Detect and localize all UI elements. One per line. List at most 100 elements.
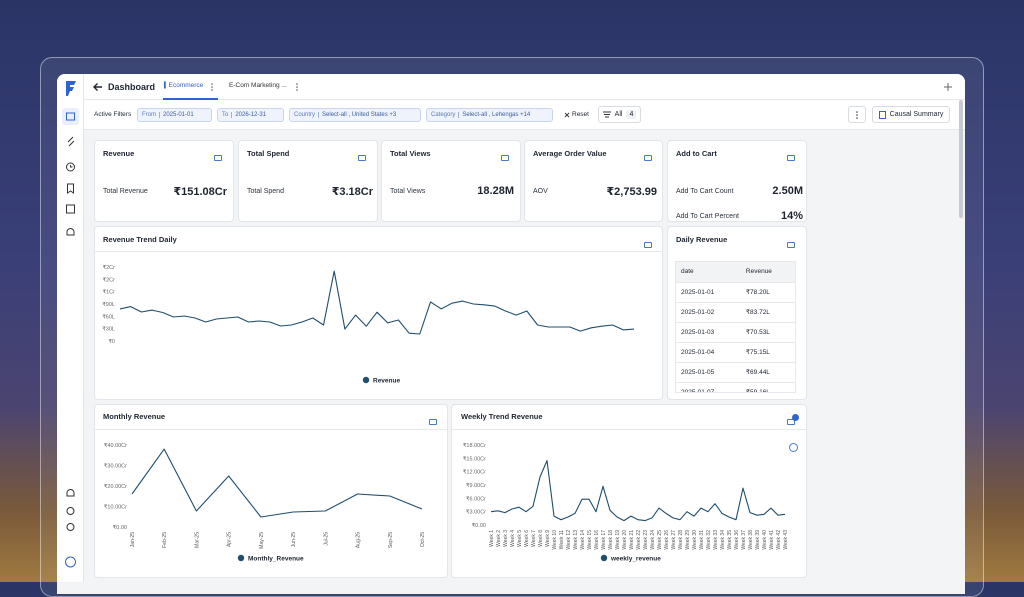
scrollbar[interactable]	[959, 100, 963, 218]
refresh-icon[interactable]	[789, 443, 798, 452]
card-title: Add to Cart	[676, 149, 717, 158]
back-button[interactable]	[92, 81, 104, 93]
filter-chip[interactable]: To 2026-12-31	[217, 108, 284, 122]
card-title: Daily Revenue	[676, 235, 728, 244]
reset-icon[interactable]	[564, 112, 570, 118]
table-row: 2025-01-03 ₹70.53L	[676, 322, 795, 343]
filter-count: 4	[626, 110, 637, 119]
add-tab[interactable]	[943, 82, 953, 92]
chip-value: Select-all , United States +3	[318, 112, 396, 118]
sidebar-bottom-icons[interactable]	[62, 484, 79, 572]
filter-label: Active Filters	[94, 111, 132, 118]
kpi-card: Total Views Total Views 18.28M	[381, 140, 521, 222]
table-cell: ₹70.53L	[740, 322, 795, 343]
comment-icon[interactable]	[644, 155, 652, 161]
notification-badge	[792, 414, 799, 421]
comment-icon[interactable]	[644, 242, 652, 248]
kpi-label: Total Spend	[247, 188, 284, 195]
column-header: date	[676, 262, 741, 283]
card-title: Revenue	[103, 149, 135, 158]
kpi-label: Total Revenue	[103, 188, 148, 195]
kpi-value: 18.28M	[477, 185, 514, 197]
comment-icon[interactable]	[214, 155, 222, 161]
filter-chip[interactable]: Category Select-all , Lehengas +14	[426, 108, 553, 122]
comment-icon[interactable]	[787, 155, 795, 161]
table-cell: ₹78.20L	[740, 282, 795, 303]
tab-active[interactable]: ▍Ecommerce	[164, 82, 204, 89]
tab-label: Ecommerce	[168, 82, 204, 89]
table-row: 2025-01-05 ₹69.44L	[676, 362, 795, 383]
card-title: Monthly Revenue	[103, 412, 166, 421]
table-cell: ₹59.16L	[740, 382, 795, 392]
filter-icon	[602, 111, 611, 118]
table-cell: 2025-01-04	[676, 342, 741, 363]
kpi-label: Add To Cart Count	[676, 188, 734, 195]
table-row: 2025-01-01 ₹78.20L	[676, 282, 795, 303]
comment-icon[interactable]	[787, 242, 795, 248]
data-table: date Revenue 2025-01-01 ₹78.20L 2025-01-02 ₹…	[676, 262, 795, 392]
comment-icon[interactable]	[358, 155, 366, 161]
chart-card: Revenue Trend Daily	[94, 226, 663, 400]
chip-key: From	[142, 112, 156, 118]
all-label: All	[614, 111, 623, 118]
logo[interactable]	[64, 79, 78, 97]
tab-menu[interactable]	[210, 82, 214, 92]
column-header: Revenue	[740, 262, 795, 283]
kpi-card: Revenue Total Revenue ₹151.08Cr	[94, 140, 234, 222]
comment-icon[interactable]	[501, 155, 509, 161]
page-title: Dashboard	[108, 82, 156, 92]
kpi-value: ₹3.18Cr	[331, 186, 373, 198]
tab-menu[interactable]	[295, 82, 299, 92]
sidebar-icons[interactable]	[62, 108, 79, 258]
card-title: Average Order Value	[533, 149, 607, 158]
comment-icon[interactable]	[787, 419, 795, 425]
kpi-label: Total Views	[390, 188, 426, 195]
kpi-card: Total Spend Total Spend ₹3.18Cr	[238, 140, 378, 222]
table-row: 2025-01-02 ₹83.72L	[676, 302, 795, 323]
button-label: Causal Summary	[889, 111, 944, 118]
chip-value: 2026-12-31	[231, 112, 266, 118]
chip-key: To	[222, 112, 229, 118]
filter-chip[interactable]: Country Select-all , United States +3	[289, 108, 421, 122]
divider	[95, 429, 447, 430]
top-bar	[57, 74, 965, 100]
causal-summary-button[interactable]: Causal Summary	[872, 106, 950, 123]
table-wrap: date Revenue 2025-01-01 ₹78.20L 2025-01-02 ₹…	[675, 261, 796, 393]
kpi-card: Add to Cart Add To Cart Count 2.50M Add …	[667, 140, 807, 222]
chip-key: Country	[294, 112, 316, 118]
table-row: 2025-01-04 ₹75.15L	[676, 342, 795, 363]
card-title: Revenue Trend Daily	[103, 235, 177, 244]
doc-icon	[878, 110, 886, 119]
tab-underline	[163, 98, 218, 100]
divider	[452, 429, 806, 430]
kpi-value: 2.50M	[772, 185, 803, 197]
header-row: date Revenue	[676, 262, 795, 283]
tab[interactable]: E-Com Marketing ...	[229, 82, 287, 89]
comment-icon[interactable]	[429, 419, 437, 425]
more-button[interactable]	[848, 106, 866, 123]
reset-button[interactable]: Reset	[572, 111, 589, 118]
all-filters-button[interactable]: All 4	[598, 106, 641, 123]
card-title: Weekly Trend Revenue	[461, 412, 543, 421]
table-cell: ₹69.44L	[740, 362, 795, 383]
table-cell: 2025-01-01	[676, 282, 741, 303]
table-cell: ₹75.15L	[740, 342, 795, 363]
kpi-label: AOV	[533, 188, 548, 195]
card-title: Total Spend	[247, 149, 290, 158]
filter-chip[interactable]: From 2025-01-01	[137, 108, 212, 122]
sidebar	[57, 74, 84, 582]
chip-value: 2025-01-01	[159, 112, 194, 118]
kpi-value: ₹151.08Cr	[173, 186, 227, 198]
chip-key: Category	[431, 112, 456, 118]
kpi-card: Average Order Value AOV ₹2,753.99	[524, 140, 663, 222]
menu-icon	[856, 110, 858, 119]
table-cell: 2025-01-07	[676, 382, 741, 392]
chart-card: Weekly Trend Revenue	[451, 404, 807, 578]
table-card: Daily Revenue date Revenue 2025-01-01 ₹78.…	[667, 226, 807, 400]
kpi-value: ₹2,753.99	[606, 186, 657, 198]
table-cell: 2025-01-05	[676, 362, 741, 383]
divider	[95, 251, 662, 252]
table-cell: ₹83.72L	[740, 302, 795, 323]
table-row: 2025-01-07 ₹59.16L	[676, 382, 795, 392]
